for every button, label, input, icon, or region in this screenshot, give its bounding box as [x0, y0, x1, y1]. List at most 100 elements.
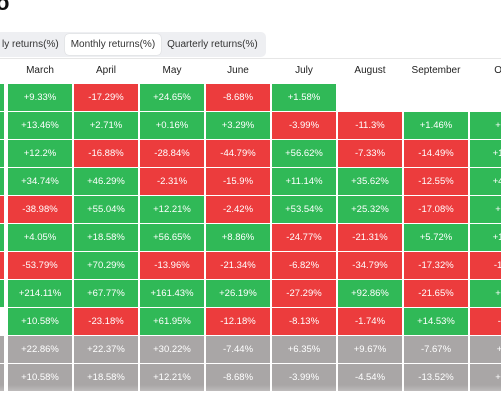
summary-cell: +10.58%: [8, 364, 72, 391]
table-top-divider: [0, 58, 501, 59]
month-header: June: [227, 65, 249, 76]
return-cell: [0, 140, 4, 167]
return-cell: +56.65%: [140, 224, 204, 251]
return-cell: -27.29%: [272, 280, 336, 307]
page-title-fragment: o: [0, 0, 10, 15]
return-cell: +9.33%: [8, 84, 72, 111]
return-cell: -28.84%: [140, 140, 204, 167]
summary-cell: -7.44%: [206, 336, 270, 363]
month-header: August: [354, 65, 386, 76]
return-cell: +161.43%: [140, 280, 204, 307]
return-cell: -15.9%: [206, 168, 270, 195]
returns-period-tabs: ly returns(%) Monthly returns(%) Quarterly…: [0, 32, 266, 57]
summary-cell: +6.35%: [272, 336, 336, 363]
summary-cell: +7.: [470, 364, 501, 391]
return-cell: -17.29%: [74, 84, 138, 111]
return-cell: +4.05%: [8, 224, 72, 251]
month-header: March: [26, 65, 54, 76]
return-cell: +5.72%: [404, 224, 468, 251]
tab-quarterly-returns[interactable]: Quarterly returns(%): [167, 39, 258, 50]
return-cell: -12.55%: [404, 168, 468, 195]
return-cell: -21.34%: [206, 252, 270, 279]
return-cell: -8.13%: [272, 308, 336, 335]
return-cell: -1: [470, 308, 501, 335]
summary-cell: +30.22%: [140, 336, 204, 363]
summary-cell: +9.67%: [338, 336, 402, 363]
summary-cell: +18.58%: [74, 364, 138, 391]
return-cell: +42.: [470, 168, 501, 195]
return-cell: -23.18%: [74, 308, 138, 335]
return-cell: [0, 84, 4, 111]
return-cell: +61.95%: [140, 308, 204, 335]
return-cell: -44.79%: [206, 140, 270, 167]
summary-cell: +12.21%: [140, 364, 204, 391]
return-cell: +12.21%: [140, 196, 204, 223]
return-cell: -2.42%: [206, 196, 270, 223]
return-cell: +12.2%: [8, 140, 72, 167]
return-cell: -2.31%: [140, 168, 204, 195]
return-cell: +10.58%: [8, 308, 72, 335]
return-cell: +67.77%: [74, 280, 138, 307]
return-cell: -7.33%: [338, 140, 402, 167]
return-cell: -24.77%: [272, 224, 336, 251]
return-cell: +70.29%: [74, 252, 138, 279]
return-cell: +1.58%: [272, 84, 336, 111]
summary-cell: -7.67%: [404, 336, 468, 363]
return-cell: -14.: [470, 252, 501, 279]
tab-monthly-returns[interactable]: Monthly returns(%): [64, 34, 162, 55]
summary-cell: -8.68%: [206, 364, 270, 391]
month-header: May: [162, 65, 182, 76]
return-cell: +26.19%: [206, 280, 270, 307]
return-cell: +7.: [470, 196, 501, 223]
return-cell: +8.: [470, 112, 501, 139]
month-header: April: [95, 65, 116, 76]
return-cell: +2.71%: [74, 112, 138, 139]
tab-yearly-returns[interactable]: ly returns(%): [2, 39, 59, 50]
return-cell: -34.79%: [338, 252, 402, 279]
return-cell: +14.53%: [404, 308, 468, 335]
return-cell: +55.04%: [74, 196, 138, 223]
return-cell: -8.68%: [206, 84, 270, 111]
summary-cell: +22.86%: [8, 336, 72, 363]
return-cell: +56.62%: [272, 140, 336, 167]
return-cell: -17.32%: [404, 252, 468, 279]
return-cell: +214.11%: [8, 280, 72, 307]
summary-cell: -3.99%: [272, 364, 336, 391]
return-cell: +24.65%: [140, 84, 204, 111]
return-cell: -17.08%: [404, 196, 468, 223]
return-cell: +46.29%: [74, 168, 138, 195]
return-cell: [0, 168, 4, 195]
return-cell: -38.98%: [8, 196, 72, 223]
summary-cell: [0, 364, 4, 391]
return-cell: +18.: [470, 140, 501, 167]
month-header: September: [411, 65, 461, 76]
month-header: [0, 58, 4, 84]
return-cell: +10.: [470, 224, 501, 251]
return-cell: +53.54%: [272, 196, 336, 223]
return-cell: +25.32%: [338, 196, 402, 223]
return-cell: -13.96%: [140, 252, 204, 279]
summary-cell: -13.52%: [404, 364, 468, 391]
return-cell: +13.46%: [8, 112, 72, 139]
return-cell: +11.14%: [272, 168, 336, 195]
summary-cell: -4.54%: [338, 364, 402, 391]
return-cell: +1.46%: [404, 112, 468, 139]
return-cell: +0.: [470, 280, 501, 307]
return-cell: +8.86%: [206, 224, 270, 251]
return-cell: [0, 224, 4, 251]
return-cell: -16.88%: [74, 140, 138, 167]
return-cell: -14.49%: [404, 140, 468, 167]
return-cell: +3.29%: [206, 112, 270, 139]
return-cell: -6.82%: [272, 252, 336, 279]
month-header-row: March April May June July August September Oct: [0, 58, 501, 84]
return-cell: -11.3%: [338, 112, 402, 139]
return-cell: [0, 280, 4, 307]
summary-cell: +22.37%: [74, 336, 138, 363]
return-cell: [404, 84, 468, 111]
return-cell: [338, 84, 402, 111]
month-header: July: [295, 65, 313, 76]
return-cell: +35.62%: [338, 168, 402, 195]
month-header: Oct: [494, 65, 501, 76]
return-cell: [0, 252, 4, 279]
return-cell: -1.74%: [338, 308, 402, 335]
